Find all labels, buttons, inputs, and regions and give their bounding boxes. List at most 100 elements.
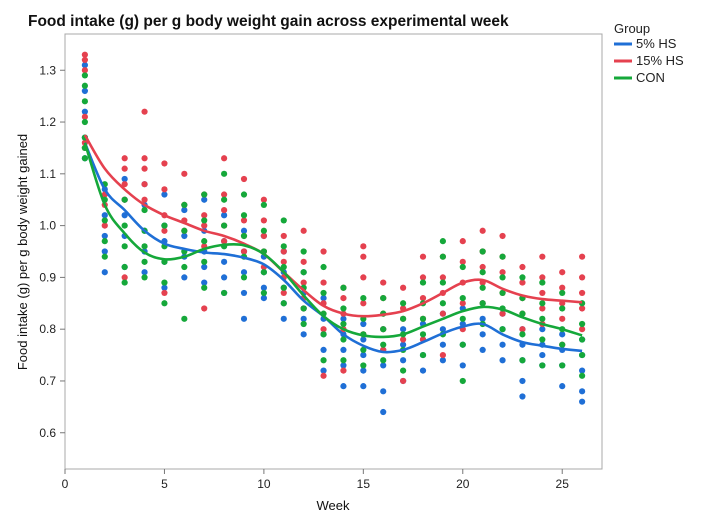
data-point (161, 289, 168, 297)
data-point (400, 336, 407, 343)
data-point (360, 362, 367, 369)
data-point (340, 305, 347, 312)
data-point (260, 201, 267, 208)
data-point (240, 232, 248, 240)
data-point (479, 227, 486, 234)
data-point (280, 232, 287, 240)
data-point (221, 170, 228, 177)
data-point (499, 253, 506, 260)
legend-label: CON (636, 70, 665, 85)
data-point (121, 155, 128, 162)
data-point (280, 217, 287, 224)
legend-label: 5% HS (636, 36, 677, 51)
data-point (380, 362, 387, 369)
data-point (479, 284, 486, 291)
data-point (479, 346, 486, 353)
data-point (539, 274, 546, 281)
data-point (320, 295, 327, 302)
data-point (260, 196, 267, 203)
data-point (380, 408, 387, 416)
data-point (300, 258, 307, 265)
plot-area (64, 33, 603, 470)
data-point (181, 206, 188, 214)
data-point (101, 269, 108, 276)
data-point (121, 196, 128, 203)
data-point (419, 295, 427, 302)
legend: Group 5% HS 15% HS CON (614, 21, 684, 85)
data-point (320, 289, 327, 297)
data-point (340, 295, 347, 302)
y-axis-label: Food intake (g) per g body weight gained (15, 134, 30, 370)
data-point (181, 315, 188, 322)
x-tick-label: 25 (556, 477, 570, 491)
data-point (161, 191, 168, 198)
data-point (300, 315, 307, 322)
data-point (320, 367, 327, 374)
data-point (81, 82, 88, 89)
x-axis-label: Week (317, 498, 350, 513)
data-point (519, 279, 526, 286)
data-point (479, 315, 486, 322)
data-point (280, 243, 287, 250)
data-point (320, 372, 327, 379)
data-point (519, 393, 526, 400)
data-point (439, 300, 446, 307)
data-point (559, 341, 566, 348)
data-point (380, 279, 387, 286)
data-point (181, 274, 188, 281)
data-point (121, 263, 128, 271)
data-point (141, 269, 148, 276)
data-point (439, 351, 446, 359)
data-point (300, 331, 307, 338)
data-point (81, 72, 88, 79)
data-point (260, 284, 267, 291)
data-point (419, 274, 427, 281)
smoother-line (83, 134, 583, 318)
y-tick-label: 1.1 (39, 167, 56, 181)
data-point (340, 367, 347, 374)
data-point (360, 300, 367, 307)
data-point (439, 357, 446, 364)
data-point (221, 155, 228, 162)
data-point (201, 217, 208, 224)
data-point (260, 289, 267, 297)
data-point (579, 372, 586, 379)
data-point (221, 212, 228, 219)
data-point (459, 377, 466, 385)
data-point (400, 284, 407, 291)
data-point (539, 279, 546, 286)
data-point (81, 61, 88, 69)
data-point (360, 383, 367, 390)
data-point (579, 388, 586, 395)
data-point (419, 351, 427, 359)
data-point (280, 263, 287, 271)
data-point (419, 367, 427, 374)
data-point (141, 165, 148, 172)
data-point (519, 274, 526, 281)
data-point (81, 67, 88, 74)
legend-label: 15% HS (636, 53, 684, 68)
data-point (201, 191, 208, 198)
data-point (499, 341, 506, 348)
data-point (539, 305, 546, 312)
data-point (320, 326, 327, 333)
y-tick-label: 0.6 (39, 426, 56, 440)
data-point (81, 155, 88, 162)
data-point (400, 341, 407, 348)
x-tick-label: 15 (357, 477, 371, 491)
data-point (459, 295, 466, 302)
data-point (400, 326, 407, 333)
data-point (240, 269, 248, 276)
data-point (539, 315, 546, 322)
data-point (539, 351, 546, 359)
data-point (300, 320, 307, 328)
data-point (201, 263, 208, 271)
data-point (439, 274, 446, 281)
data-point (499, 269, 506, 276)
data-point (459, 362, 466, 369)
data-point (181, 201, 188, 208)
data-point (360, 253, 367, 260)
data-point (181, 232, 188, 240)
data-point (539, 336, 546, 343)
